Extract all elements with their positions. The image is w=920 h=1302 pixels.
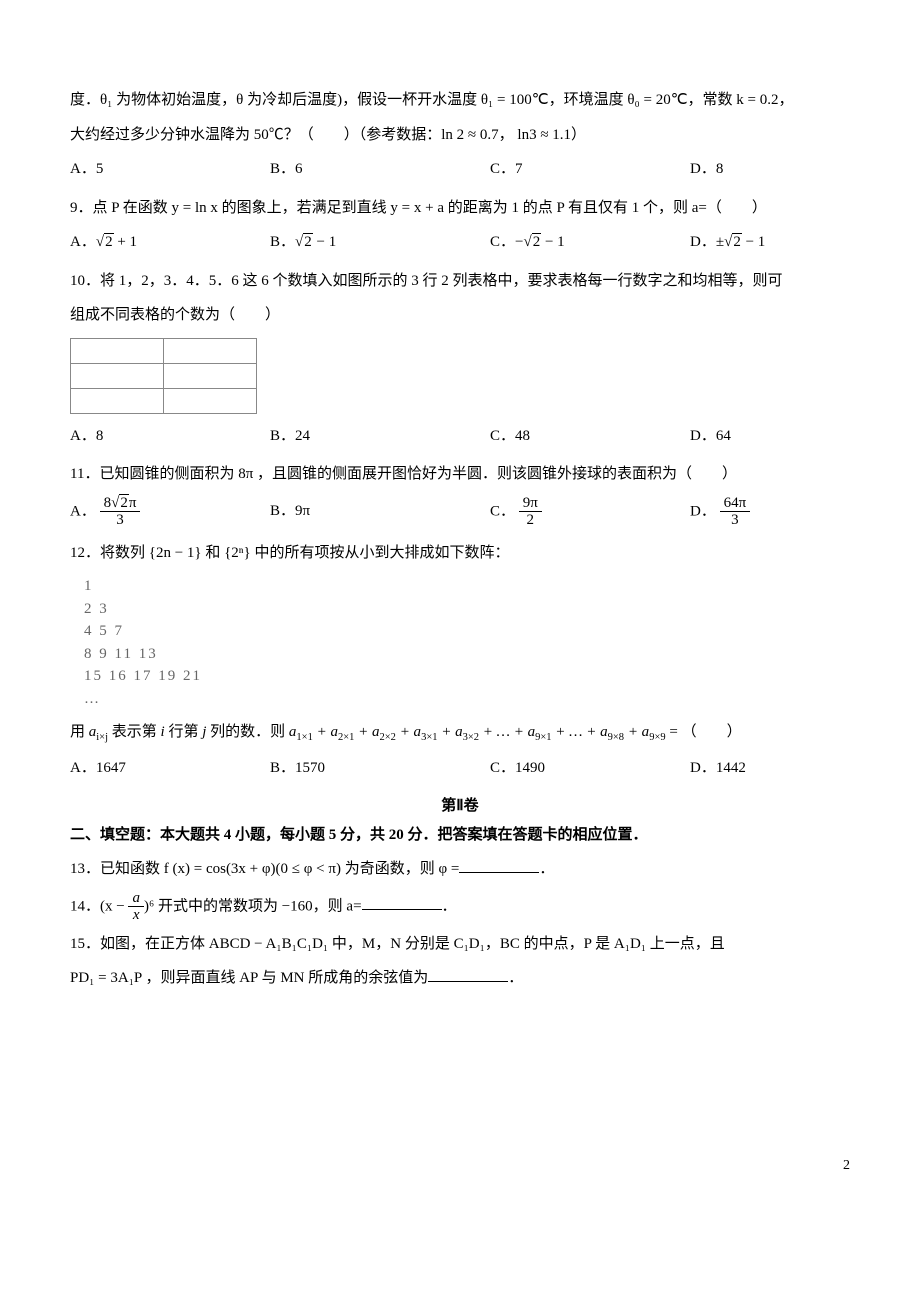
grid-cell — [164, 363, 257, 388]
grid-cell — [164, 388, 257, 413]
q10-stem2: 组成不同表格的个数为（ ） — [70, 301, 850, 330]
q14-num: a — [128, 890, 144, 908]
triangle-row: 2 3 — [84, 598, 850, 621]
q15-l1: 15．如图，在正方体 ABCD − A₁B₁C₁D₁ 中，M，N 分别是 C₁D… — [70, 930, 850, 959]
q8-opt-a: A．5 — [70, 155, 270, 184]
q12-opt-b: B．1570 — [270, 754, 490, 783]
q12-opt-a: A．1647 — [70, 754, 270, 783]
q9-d-rad: 2 — [732, 233, 742, 250]
triangle-row: 1 — [84, 575, 850, 598]
sqrt-icon: 2 — [295, 228, 313, 257]
q14-pre2: (x − — [100, 898, 128, 914]
q9-b-rad: 2 — [303, 233, 313, 250]
q8-line2: 大约经过多少分钟水温降为 50℃？（ ）（参考数据：ln 2 ≈ 0.7， ln… — [70, 121, 850, 150]
q10-opt-c: C．48 — [490, 422, 690, 451]
q9-opt-d: D．± 2 − 1 — [690, 228, 765, 257]
q9-options: A． 2 + 1 B． 2 − 1 C．− 2 − 1 D．± 2 − 1 — [70, 228, 850, 257]
q10-grid — [70, 338, 257, 414]
triangle-row: 8 9 11 13 — [84, 643, 850, 666]
q12-stem: 12．将数列 {2n − 1} 和 {2ⁿ} 中的所有项按从小到大排成如下数阵： — [70, 539, 850, 568]
triangle-row: 15 16 17 19 21 — [84, 665, 850, 688]
q9-c-prefix: C．− — [490, 234, 523, 250]
grid-cell — [71, 363, 164, 388]
grid-cell — [164, 338, 257, 363]
q14: 14．(x − ax)⁶ 开式中的常数项为 −160，则 a= ． — [70, 890, 850, 924]
q9-opt-a: A． 2 + 1 — [70, 228, 270, 257]
blank-line — [459, 857, 539, 873]
q14-post: ． — [442, 898, 457, 914]
q11-opt-b: B．9π — [270, 497, 490, 526]
q8-options: A．5 B．6 C．7 D．8 — [70, 155, 850, 184]
q8-opt-c: C．7 — [490, 155, 690, 184]
q11-a-prefix: A． — [70, 503, 96, 519]
section-2-title: 第Ⅱ卷 — [70, 792, 850, 821]
q14-den: x — [128, 907, 144, 924]
q13-post: ． — [539, 861, 554, 877]
q11-a-den: 3 — [100, 512, 141, 529]
q11-opt-d: D． 64π 3 — [690, 495, 750, 529]
q13-pre: 13．已知函数 f (x) = cos(3x + φ)(0 ≤ φ < π) 为… — [70, 861, 459, 877]
q9-opt-c: C．− 2 − 1 — [490, 228, 690, 257]
q14-pre1: 14． — [70, 898, 100, 914]
q10-opt-b: B．24 — [270, 422, 490, 451]
q11-d-prefix: D． — [690, 503, 716, 519]
q12-line2: 用 ai×j 表示第 i 行第 j 列的数．则 a1×1 + a2×1 + a2… — [70, 718, 850, 748]
q15-l2: PD₁ = 3A₁P ，则异面直线 AP 与 MN 所成角的余弦值为 ． — [70, 964, 850, 993]
fraction-icon: 64π 3 — [720, 495, 751, 529]
q11-c-num: 9π — [519, 495, 542, 513]
q8-opt-b: B．6 — [270, 155, 490, 184]
q11-stem: 11．已知圆锥的侧面积为 8π ，且圆锥的侧面展开图恰好为半圆．则该圆锥外接球的… — [70, 460, 850, 489]
q11-opt-a: A． 82π 3 — [70, 495, 270, 529]
q9-b-prefix: B． — [270, 234, 295, 250]
q15-l2-post: ． — [508, 970, 523, 986]
q11-a-num: 82π — [100, 495, 141, 513]
q11-c-den: 2 — [519, 512, 542, 529]
fraction-icon: 9π 2 — [519, 495, 542, 529]
q9-d-prefix: D．± — [690, 234, 724, 250]
q12-triangle-array: 12 34 5 78 9 11 1315 16 17 19 21… — [84, 575, 850, 710]
q10-opt-a: A．8 — [70, 422, 270, 451]
q15-l2-pre: PD₁ = 3A₁P ，则异面直线 AP 与 MN 所成角的余弦值为 — [70, 970, 428, 986]
q8-opt-d: D．8 — [690, 155, 723, 184]
q9-c-suffix: − 1 — [541, 234, 564, 250]
q10-stem1: 10．将 1，2，3．4．5．6 这 6 个数填入如图所示的 3 行 2 列表格… — [70, 267, 850, 296]
blank-line — [362, 894, 442, 910]
sqrt-icon: 2 — [111, 495, 129, 512]
q10-opt-d: D．64 — [690, 422, 731, 451]
grid-cell — [71, 388, 164, 413]
q9-opt-b: B． 2 − 1 — [270, 228, 490, 257]
q9-b-suffix: − 1 — [313, 234, 336, 250]
grid-cell — [71, 338, 164, 363]
q9-a-prefix: A． — [70, 234, 96, 250]
q13: 13．已知函数 f (x) = cos(3x + φ)(0 ≤ φ < π) 为… — [70, 855, 850, 884]
triangle-ellipsis: … — [84, 688, 850, 711]
q11-d-num: 64π — [720, 495, 751, 513]
q12-options: A．1647 B．1570 C．1490 D．1442 — [70, 754, 850, 783]
q11-options: A． 82π 3 B．9π C． 9π 2 D． 64π 3 — [70, 495, 850, 529]
q12-opt-c: C．1490 — [490, 754, 690, 783]
q14-pre3: )⁶ 开式中的常数项为 −160，则 a= — [144, 898, 362, 914]
page-number: 2 — [70, 1153, 850, 1180]
q9-d-suffix: − 1 — [742, 234, 765, 250]
section-2-desc: 二、填空题：本大题共 4 小题，每小题 5 分，共 20 分．把答案填在答题卡的… — [70, 821, 850, 850]
q8-line1: 度．θ₁ 为物体初始温度，θ 为冷却后温度)，假设一杯开水温度 θ₁ = 100… — [70, 86, 850, 115]
blank-line — [428, 966, 508, 982]
q11-c-prefix: C． — [490, 503, 515, 519]
q9-stem: 9．点 P 在函数 y = ln x 的图象上，若满足到直线 y = x + a… — [70, 194, 850, 223]
triangle-row: 4 5 7 — [84, 620, 850, 643]
q11-d-den: 3 — [720, 512, 751, 529]
q12-opt-d: D．1442 — [690, 754, 746, 783]
q9-a-suffix: + 1 — [114, 234, 137, 250]
sqrt-icon: 2 — [724, 228, 742, 257]
q9-a-rad: 2 — [104, 233, 114, 250]
fraction-icon: ax — [128, 890, 144, 924]
q10-options: A．8 B．24 C．48 D．64 — [70, 422, 850, 451]
sqrt-icon: 2 — [96, 228, 114, 257]
q11-opt-c: C． 9π 2 — [490, 495, 690, 529]
q9-c-rad: 2 — [532, 233, 542, 250]
sqrt-icon: 2 — [523, 228, 541, 257]
fraction-icon: 82π 3 — [100, 495, 141, 529]
